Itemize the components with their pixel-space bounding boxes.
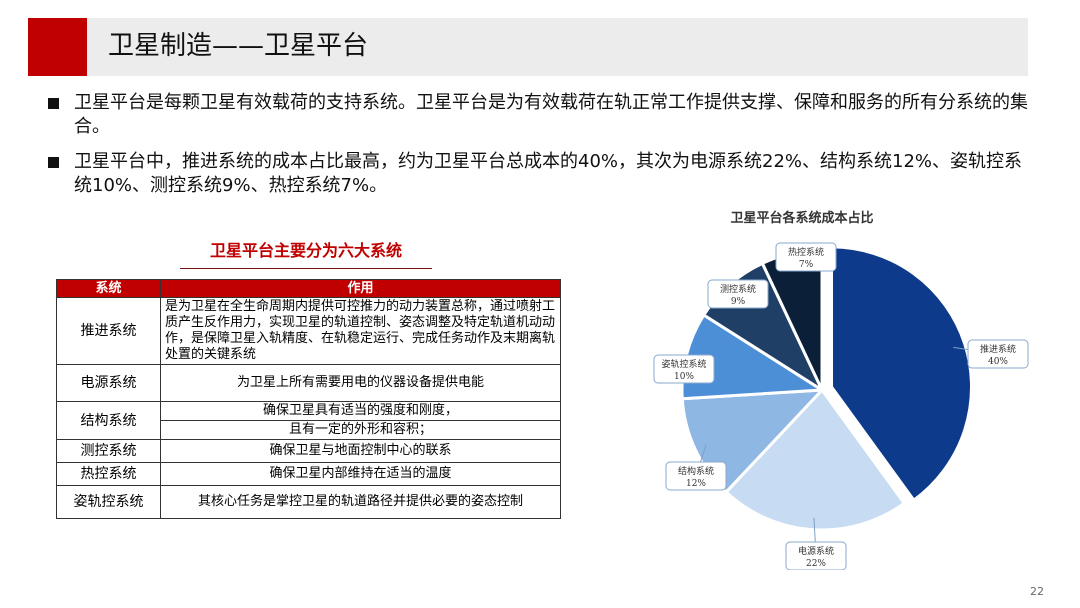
- table-cell-function: 确保卫星内部维持在适当的温度: [160, 462, 561, 486]
- table-row: 姿轨控系统 其核心任务是掌控卫星的轨道路径并提供必要的姿态控制: [56, 485, 561, 519]
- table-row: 电源系统 为卫星上所有需要用电的仪器设备提供电能: [56, 364, 561, 402]
- pie-label-name: 热控系统: [788, 246, 824, 258]
- table-cell-function: 其核心任务是掌控卫星的轨道路径并提供必要的姿态控制: [160, 485, 561, 519]
- pie-label-box: [653, 354, 715, 384]
- pie-label-value: 7%: [799, 260, 814, 270]
- pie-label-box: [665, 461, 727, 491]
- table-title: 卫星平台主要分为六大系统: [209, 241, 402, 260]
- bullet-1-text: 卫星平台是每颗卫星有效载荷的支持系统。卫星平台是为有效载荷在轨正常工作提供支撑、…: [74, 92, 1028, 137]
- table-row: 热控系统 确保卫星内部维持在适当的温度: [56, 462, 561, 486]
- chart-title: 卫星平台各系统成本占比: [730, 210, 873, 226]
- header-band: [28, 18, 1028, 76]
- pie-label-name: 电源系统: [798, 545, 834, 557]
- bullet-2: 卫星平台中，推进系统的成本占比最高，约为卫星平台总成本的40%，其次为电源系统2…: [48, 150, 1038, 198]
- bullet-2-text: 卫星平台中，推进系统的成本占比最高，约为卫星平台总成本的40%，其次为电源系统2…: [74, 151, 1023, 196]
- pie-label-name: 测控系统: [720, 283, 756, 295]
- table-row: 测控系统 确保卫星与地面控制中心的联系: [56, 439, 561, 463]
- table-cell-system: 结构系统: [56, 401, 161, 440]
- bullet-1: 卫星平台是每颗卫星有效载荷的支持系统。卫星平台是为有效载荷在轨正常工作提供支撑、…: [48, 91, 1038, 139]
- table-cell-system: 姿轨控系统: [56, 485, 161, 519]
- pie-label-box: [775, 242, 837, 272]
- bullet-square-icon: [48, 98, 59, 109]
- table-cell-system: 测控系统: [56, 439, 161, 463]
- pie-label-value: 22%: [806, 559, 826, 569]
- table-cell-system: 电源系统: [56, 364, 161, 402]
- pie-label-box: [967, 339, 1029, 369]
- bullet-square-icon: [48, 157, 59, 168]
- table-header-system: 系统: [56, 279, 161, 298]
- pie-slice-2: [724, 387, 907, 532]
- pie-label-value: 9%: [731, 297, 746, 307]
- pie-label-name: 姿轨控系统: [661, 358, 706, 370]
- page-title: 卫星制造——卫星平台: [108, 31, 369, 61]
- table-header-function: 作用: [160, 279, 561, 298]
- table-row: 结构系统 确保卫星具有适当的强度和刚度，: [56, 401, 561, 440]
- table-cell-function: 确保卫星具有适当的强度和刚度，: [160, 401, 561, 421]
- pie-chart: 卫星平台各系统成本占比推进系统 40% 电源系统 22% 结构系统 12% 姿轨控系统 10%…: [600, 200, 1040, 571]
- pie-slice-1: [830, 245, 973, 503]
- pie-label-box: [707, 279, 769, 309]
- table-cell-function: 是为卫星在全生命周期内提供可控推力的动力装置总称，通过喷射工质产生反作用力，实现…: [160, 297, 561, 365]
- pie-label-name: 结构系统: [678, 465, 714, 477]
- pie-label-name: 推进系统: [980, 343, 1016, 355]
- page-number: 22: [1030, 585, 1044, 598]
- table-cell-system: 推进系统: [56, 297, 161, 365]
- pie-label-value: 12%: [686, 479, 706, 489]
- header-accent-block: [28, 18, 87, 76]
- table-cell-function: 且有一定的外形和容积；: [160, 420, 561, 440]
- table-cell-function-text: 为卫星上所有需要用电的仪器设备提供电能: [236, 375, 484, 390]
- table-cell-system: 热控系统: [56, 462, 161, 486]
- table-row: 推进系统 是为卫星在全生命周期内提供可控推力的动力装置总称，通过喷射工质产生反作…: [56, 297, 561, 365]
- systems-table: 系统 作用 推进系统 是为卫星在全生命周期内提供可控推力的动力装置总称，通过喷射…: [56, 279, 561, 519]
- table-cell-function: 为卫星上所有需要用电的仪器设备提供电能: [160, 364, 561, 402]
- table-title-underline: [180, 268, 432, 269]
- table-cell-function: 确保卫星与地面控制中心的联系: [160, 439, 561, 463]
- pie-label-value: 40%: [988, 357, 1008, 367]
- table-header-row: 系统 作用: [56, 279, 561, 298]
- pie-label-value: 10%: [674, 372, 694, 382]
